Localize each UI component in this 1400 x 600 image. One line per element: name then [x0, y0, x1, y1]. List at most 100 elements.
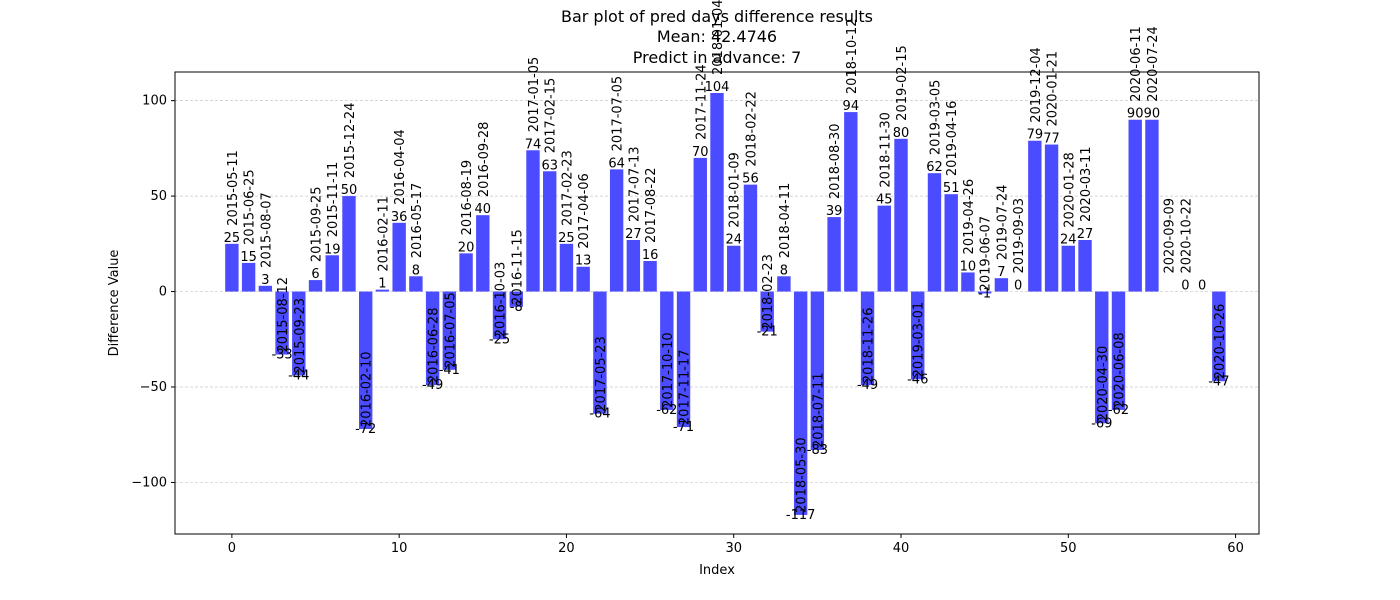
bar-value-label: 39	[826, 204, 843, 219]
bar-date-label: 2018-11-26	[862, 308, 877, 384]
bar-value-label: 25	[224, 231, 241, 246]
bar-value-label: 10	[960, 259, 977, 274]
bar-value-label: 8	[412, 263, 420, 278]
bar-value-label: -49	[857, 378, 878, 393]
bar-date-label: 2016-02-10	[360, 351, 375, 427]
bar	[492, 291, 507, 340]
bar-date-label: 2020-07-24	[1146, 26, 1161, 102]
bar-value-label: 50	[341, 183, 358, 198]
bar-value-label: 64	[608, 156, 625, 171]
x-tick-label: 10	[391, 541, 408, 556]
x-tick-label: 60	[1227, 541, 1244, 556]
bar-value-label: 0	[1198, 279, 1206, 294]
bar	[944, 194, 958, 292]
bar-date-label: 2017-07-13	[627, 146, 642, 222]
bar-date-label: 2015-09-23	[293, 298, 308, 374]
bar-value-label: 51	[943, 181, 960, 196]
bar-date-label: 2017-05-23	[594, 336, 609, 412]
bar	[961, 272, 975, 292]
bar-date-label: 2018-07-11	[811, 372, 826, 448]
y-tick-label: −50	[140, 380, 167, 395]
bar-value-label: 94	[843, 99, 860, 114]
bar-date-label: 2018-01-09	[728, 152, 743, 228]
bar	[626, 240, 641, 292]
bar-date-label: 2019-07-24	[995, 185, 1010, 261]
bar-value-label: 45	[876, 193, 893, 208]
bar-value-label: 6	[311, 267, 319, 282]
bar-date-label: 2020-03-11	[1079, 146, 1094, 222]
bar-value-label: 19	[324, 242, 341, 257]
bar-date-label: 2015-08-12	[276, 277, 291, 353]
bar-date-label: 2016-09-28	[477, 122, 492, 198]
bar	[660, 291, 674, 410]
bar-value-label: 15	[240, 250, 257, 265]
bar	[258, 285, 273, 292]
bar	[710, 93, 724, 292]
bar-value-label: -117	[786, 508, 816, 523]
bar	[1145, 119, 1159, 292]
bar-date-label: 2017-02-23	[560, 150, 575, 226]
chart-title: Bar plot of pred days difference results…	[561, 7, 873, 67]
bar-date-label: 2018-11-30	[878, 112, 893, 188]
bar-date-label: 2018-02-23	[761, 254, 776, 330]
x-tick-label: 50	[1060, 541, 1077, 556]
bar-value-label: 1	[378, 277, 386, 292]
bar-date-label: 2017-07-05	[611, 76, 626, 152]
bar	[442, 291, 457, 370]
bar-value-label: 24	[1060, 233, 1077, 248]
bar	[1044, 144, 1059, 292]
bar	[860, 291, 875, 386]
bar	[325, 255, 339, 292]
bar-date-label: 2015-08-07	[259, 192, 274, 268]
bar-date-label: 2015-11-11	[326, 162, 341, 238]
y-tick-label: 100	[142, 94, 167, 109]
y-axis-label: Difference Value	[107, 250, 122, 357]
x-tick-label: 0	[228, 541, 236, 556]
bar-value-label: -72	[355, 422, 376, 437]
bar-date-label: 2020-10-22	[1179, 198, 1194, 274]
bar-value-label: -64	[589, 407, 610, 422]
bar	[1128, 119, 1142, 292]
bar	[292, 291, 306, 376]
bar-value-label: 27	[1077, 227, 1094, 242]
bar-date-label: 2020-09-09	[1163, 198, 1178, 274]
bar-date-label: 2019-12-04	[1029, 47, 1044, 123]
bar	[526, 150, 540, 292]
axes-layer	[174, 71, 1260, 535]
y-tick-label: −100	[131, 475, 167, 490]
bar	[559, 243, 574, 292]
bar	[1111, 291, 1126, 410]
bar	[693, 157, 707, 292]
bar-value-label: 56	[742, 172, 759, 187]
bar-value-label: 90	[1127, 107, 1144, 122]
bar	[225, 243, 239, 292]
bar	[1061, 245, 1075, 292]
bar	[1078, 240, 1092, 292]
x-tick-label: 20	[558, 541, 575, 556]
bar-date-label: 2018-01-04	[711, 0, 726, 75]
y-tick-label: 50	[150, 189, 167, 204]
bar	[576, 266, 590, 292]
bar-date-label: 2017-11-17	[678, 350, 693, 426]
bar-date-label: 2016-11-15	[510, 229, 525, 305]
bar-value-label: -62	[656, 403, 677, 418]
bar	[977, 291, 992, 294]
bar-value-label: -69	[1091, 416, 1112, 431]
bar-value-label: 3	[261, 273, 269, 288]
bar-value-label: 8	[780, 263, 788, 278]
bar-value-label: 40	[475, 202, 492, 217]
bar-date-label: 2020-06-08	[1112, 332, 1127, 408]
bar-date-label: 2019-03-05	[928, 80, 943, 156]
bar-date-label: 2016-02-11	[376, 196, 391, 272]
bar-value-label: 80	[893, 126, 910, 141]
bar-date-label: 2016-08-19	[460, 160, 475, 236]
bar-date-label: 2016-07-05	[443, 292, 458, 368]
bar-value-label: -8	[510, 300, 523, 315]
bar	[509, 291, 523, 307]
bar-value-label: 27	[625, 227, 642, 242]
bar	[810, 291, 825, 450]
bar-date-label: 2015-06-25	[243, 169, 258, 245]
bar-value-label: 24	[725, 233, 742, 248]
bar	[793, 291, 808, 515]
